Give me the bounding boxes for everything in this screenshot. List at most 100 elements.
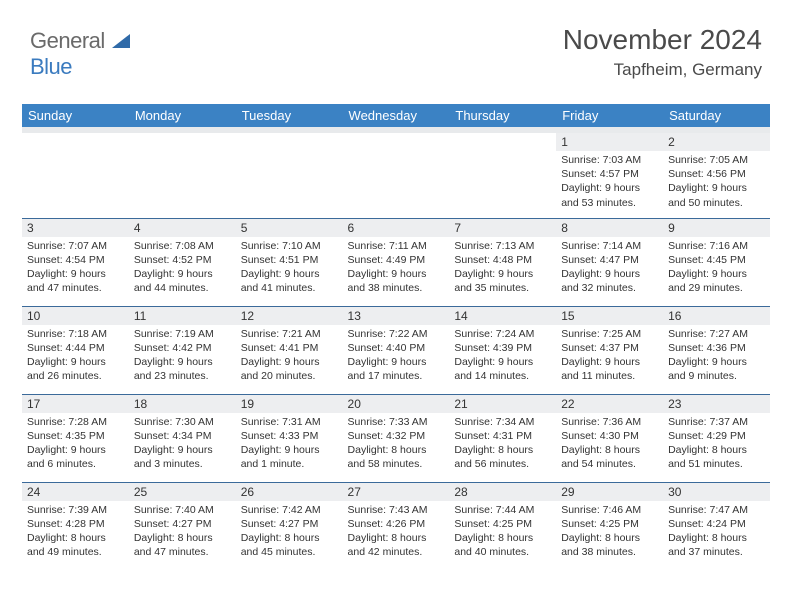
calendar-day-cell: 26Sunrise: 7:42 AMSunset: 4:27 PMDayligh… [236, 482, 343, 570]
day-number [22, 133, 129, 150]
calendar-day-cell [22, 130, 129, 218]
daylight-text: Daylight: 9 hours and 53 minutes. [561, 181, 658, 209]
sunset-text: Sunset: 4:30 PM [561, 429, 658, 443]
calendar-day-cell: 6Sunrise: 7:11 AMSunset: 4:49 PMDaylight… [343, 218, 450, 306]
daylight-text: Daylight: 8 hours and 51 minutes. [668, 443, 765, 471]
day-content: Sunrise: 7:08 AMSunset: 4:52 PMDaylight:… [129, 237, 236, 300]
daylight-text: Daylight: 9 hours and 41 minutes. [241, 267, 338, 295]
sunrise-text: Sunrise: 7:39 AM [27, 503, 124, 517]
sunrise-text: Sunrise: 7:05 AM [668, 153, 765, 167]
daylight-text: Daylight: 9 hours and 14 minutes. [454, 355, 551, 383]
daylight-text: Daylight: 9 hours and 1 minute. [241, 443, 338, 471]
location: Tapfheim, Germany [563, 60, 762, 80]
day-content [343, 150, 450, 156]
sunrise-text: Sunrise: 7:43 AM [348, 503, 445, 517]
daylight-text: Daylight: 9 hours and 44 minutes. [134, 267, 231, 295]
weekday-header: Wednesday [343, 104, 450, 130]
sunrise-text: Sunrise: 7:36 AM [561, 415, 658, 429]
sunset-text: Sunset: 4:27 PM [241, 517, 338, 531]
day-number: 23 [663, 395, 770, 413]
sunrise-text: Sunrise: 7:37 AM [668, 415, 765, 429]
sunset-text: Sunset: 4:37 PM [561, 341, 658, 355]
sunrise-text: Sunrise: 7:03 AM [561, 153, 658, 167]
sunset-text: Sunset: 4:36 PM [668, 341, 765, 355]
sunset-text: Sunset: 4:27 PM [134, 517, 231, 531]
calendar-day-cell: 2 Sunrise: 7:05 AMSunset: 4:56 PMDaylight… [663, 130, 770, 218]
day-number: 20 [343, 395, 450, 413]
calendar-day-cell: 21Sunrise: 7:34 AMSunset: 4:31 PMDayligh… [449, 394, 556, 482]
weekday-header: Tuesday [236, 104, 343, 130]
sunset-text: Sunset: 4:25 PM [454, 517, 551, 531]
day-content: Sunrise: 7:07 AMSunset: 4:54 PMDaylight:… [22, 237, 129, 300]
sunset-text: Sunset: 4:24 PM [668, 517, 765, 531]
daylight-text: Daylight: 9 hours and 3 minutes. [134, 443, 231, 471]
sunrise-text: Sunrise: 7:25 AM [561, 327, 658, 341]
day-number: 15 [556, 307, 663, 325]
day-number: 17 [22, 395, 129, 413]
daylight-text: Daylight: 9 hours and 50 minutes. [668, 181, 765, 209]
sunset-text: Sunset: 4:41 PM [241, 341, 338, 355]
calendar-day-cell: 20Sunrise: 7:33 AMSunset: 4:32 PMDayligh… [343, 394, 450, 482]
sunrise-text: Sunrise: 7:13 AM [454, 239, 551, 253]
sunset-text: Sunset: 4:56 PM [668, 167, 765, 181]
day-number: 18 [129, 395, 236, 413]
sunrise-text: Sunrise: 7:19 AM [134, 327, 231, 341]
sunset-text: Sunset: 4:42 PM [134, 341, 231, 355]
day-content: Sunrise: 7:30 AMSunset: 4:34 PMDaylight:… [129, 413, 236, 476]
daylight-text: Daylight: 8 hours and 42 minutes. [348, 531, 445, 559]
day-content: Sunrise: 7:36 AMSunset: 4:30 PMDaylight:… [556, 413, 663, 476]
day-number [343, 133, 450, 150]
sunset-text: Sunset: 4:54 PM [27, 253, 124, 267]
day-number: 2 [663, 133, 770, 151]
day-content: Sunrise: 7:40 AMSunset: 4:27 PMDaylight:… [129, 501, 236, 564]
day-number: 11 [129, 307, 236, 325]
calendar-day-cell: 25Sunrise: 7:40 AMSunset: 4:27 PMDayligh… [129, 482, 236, 570]
calendar-day-cell [449, 130, 556, 218]
day-content: Sunrise: 7:47 AMSunset: 4:24 PMDaylight:… [663, 501, 770, 564]
calendar-day-cell: 14Sunrise: 7:24 AMSunset: 4:39 PMDayligh… [449, 306, 556, 394]
day-number: 21 [449, 395, 556, 413]
daylight-text: Daylight: 9 hours and 35 minutes. [454, 267, 551, 295]
day-number: 30 [663, 483, 770, 501]
day-number: 24 [22, 483, 129, 501]
day-content: Sunrise: 7:24 AMSunset: 4:39 PMDaylight:… [449, 325, 556, 388]
day-content: Sunrise: 7:21 AMSunset: 4:41 PMDaylight:… [236, 325, 343, 388]
calendar-week-row: 24Sunrise: 7:39 AMSunset: 4:28 PMDayligh… [22, 482, 770, 570]
day-number: 27 [343, 483, 450, 501]
calendar-day-cell: 8Sunrise: 7:14 AMSunset: 4:47 PMDaylight… [556, 218, 663, 306]
sunrise-text: Sunrise: 7:11 AM [348, 239, 445, 253]
logo-triangle-icon [112, 28, 130, 54]
calendar-day-cell: 16Sunrise: 7:27 AMSunset: 4:36 PMDayligh… [663, 306, 770, 394]
sunrise-text: Sunrise: 7:18 AM [27, 327, 124, 341]
calendar-table: Sunday Monday Tuesday Wednesday Thursday… [22, 104, 770, 570]
daylight-text: Daylight: 9 hours and 29 minutes. [668, 267, 765, 295]
sunrise-text: Sunrise: 7:28 AM [27, 415, 124, 429]
day-content: Sunrise: 7:28 AMSunset: 4:35 PMDaylight:… [22, 413, 129, 476]
sunrise-text: Sunrise: 7:22 AM [348, 327, 445, 341]
daylight-text: Daylight: 9 hours and 32 minutes. [561, 267, 658, 295]
calendar-day-cell [236, 130, 343, 218]
calendar-day-cell: 23Sunrise: 7:37 AMSunset: 4:29 PMDayligh… [663, 394, 770, 482]
day-number: 3 [22, 219, 129, 237]
day-content [22, 150, 129, 156]
day-number: 9 [663, 219, 770, 237]
sunset-text: Sunset: 4:47 PM [561, 253, 658, 267]
daylight-text: Daylight: 9 hours and 11 minutes. [561, 355, 658, 383]
calendar-day-cell: 7Sunrise: 7:13 AMSunset: 4:48 PMDaylight… [449, 218, 556, 306]
sunset-text: Sunset: 4:32 PM [348, 429, 445, 443]
daylight-text: Daylight: 9 hours and 20 minutes. [241, 355, 338, 383]
weekday-header: Monday [129, 104, 236, 130]
sunset-text: Sunset: 4:57 PM [561, 167, 658, 181]
day-number [449, 133, 556, 150]
daylight-text: Daylight: 8 hours and 40 minutes. [454, 531, 551, 559]
day-content: Sunrise: 7:16 AMSunset: 4:45 PMDaylight:… [663, 237, 770, 300]
calendar-day-cell: 28Sunrise: 7:44 AMSunset: 4:25 PMDayligh… [449, 482, 556, 570]
calendar-day-cell: 27Sunrise: 7:43 AMSunset: 4:26 PMDayligh… [343, 482, 450, 570]
calendar-day-cell: 3Sunrise: 7:07 AMSunset: 4:54 PMDaylight… [22, 218, 129, 306]
day-content: Sunrise: 7:10 AMSunset: 4:51 PMDaylight:… [236, 237, 343, 300]
sunset-text: Sunset: 4:49 PM [348, 253, 445, 267]
calendar-day-cell: 15 Sunrise: 7:25 AMSunset: 4:37 PMDayligh… [556, 306, 663, 394]
calendar-day-cell: 30Sunrise: 7:47 AMSunset: 4:24 PMDayligh… [663, 482, 770, 570]
day-content: Sunrise: 7:31 AMSunset: 4:33 PMDaylight:… [236, 413, 343, 476]
calendar-day-cell: 5Sunrise: 7:10 AMSunset: 4:51 PMDaylight… [236, 218, 343, 306]
